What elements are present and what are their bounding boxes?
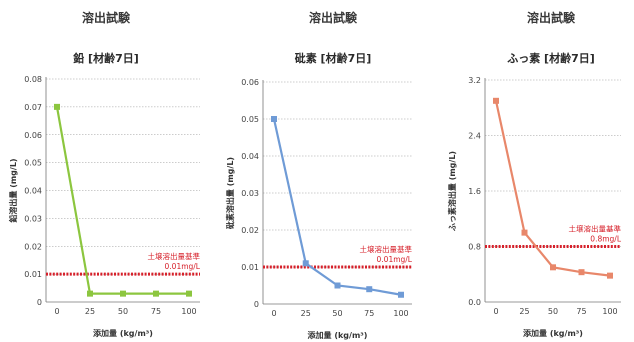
y-tick-label: 0.04 [24, 187, 42, 196]
y-tick-label: 0.04 [241, 152, 259, 161]
data-point [87, 290, 93, 297]
y-tick-label: 0.06 [241, 78, 259, 87]
data-point [521, 229, 528, 236]
y-axis-label: 砒素溶出量 (mg/L) [225, 157, 235, 229]
x-axis-label: 添加量 (kg/m³) [523, 328, 583, 338]
y-axis-label: 鉛溶出量 (mg/L) [8, 158, 18, 223]
x-tick-label: 50 [332, 309, 342, 318]
y-tick-label: 0.06 [24, 131, 42, 140]
y-tick-label: 0.05 [241, 115, 259, 124]
x-tick-label: 0 [54, 307, 59, 316]
x-tick-label: 25 [519, 307, 529, 316]
data-point [398, 291, 404, 298]
y-tick-label: 0.02 [24, 242, 42, 251]
y-tick-label: 3.2 [468, 76, 481, 85]
x-tick-label: 25 [301, 309, 311, 318]
x-axis-label: 添加量 (kg/m³) [308, 330, 368, 340]
y-tick-label: 0 [254, 300, 259, 309]
y-tick-label: 0.01 [24, 270, 42, 279]
y-axis-label: ふっ素溶出量 (mg/L) [447, 151, 457, 231]
y-tick-label: 0.8 [468, 243, 481, 252]
y-tick-label: 0.0 [468, 298, 481, 307]
y-tick-label: 0.05 [24, 159, 42, 168]
data-point [493, 97, 499, 104]
data-point [120, 290, 126, 297]
chart-subtitle: ふっ素 [材齢7日] [507, 51, 595, 65]
y-tick-label: 1.6 [468, 187, 481, 196]
chart-title: 溶出試験 [82, 10, 131, 25]
reference-value-label: 0.01mg/L [377, 255, 413, 264]
x-tick-label: 75 [151, 307, 161, 316]
data-point [153, 290, 159, 297]
series-line [494, 100, 611, 277]
data-point [550, 264, 556, 271]
y-tick-label: 0.01 [241, 263, 259, 272]
chart-panel-lead: 溶出試験鉛 [材齢7日] 0 0.01 0.02 0.03 0.04 0.05 0.06 0.0… [0, 0, 212, 342]
y-tick-label: 0 [37, 298, 42, 307]
chart-subtitle: 砒素 [材齢7日] [295, 51, 372, 65]
chart-title: 溶出試験 [309, 10, 358, 25]
reference-value-label: 0.01mg/L [165, 262, 201, 271]
reference-label: 土壌溶出量基準 [360, 244, 413, 254]
y-tick-label: 0.03 [241, 189, 259, 198]
data-point [54, 103, 60, 110]
data-point [334, 282, 341, 289]
data-point [366, 286, 373, 293]
chart-subtitle: 鉛 [材齢7日] [73, 51, 139, 65]
x-tick-label: 0 [271, 309, 276, 318]
data-point [607, 272, 613, 279]
data-point [302, 260, 309, 267]
x-tick-label: 100 [393, 309, 408, 318]
y-tick-label: 0.08 [24, 75, 42, 84]
data-point [186, 290, 192, 297]
y-tick-label: 0.02 [241, 226, 259, 235]
chart-panel-arsenic: 溶出試験砒素 [材齢7日] 0 0.01 0.02 0.03 0.04 0.05 0.06 0 2… [212, 0, 423, 342]
reference-label: 土壌溶出量基準 [148, 251, 201, 261]
x-tick-label: 75 [364, 309, 374, 318]
x-axis-label: 添加量 (kg/m³) [93, 328, 153, 338]
x-tick-label: 75 [576, 307, 586, 316]
x-tick-label: 50 [548, 307, 558, 316]
data-point [271, 116, 277, 122]
x-tick-label: 100 [602, 307, 617, 316]
x-tick-label: 100 [181, 307, 196, 316]
series-line [272, 118, 402, 296]
chart-panel-fluorine: 溶出試験ふっ素 [材齢7日] 0.0 0.8 1.6 2.4 3.2 0 25 50 75 100 添… [423, 0, 634, 342]
x-tick-label: 50 [118, 307, 128, 316]
x-tick-label: 0 [493, 307, 498, 316]
y-tick-label: 0.03 [24, 214, 42, 223]
y-tick-label: 2.4 [468, 132, 481, 141]
data-point [578, 269, 585, 276]
chart-title: 溶出試験 [527, 10, 576, 25]
x-tick-label: 25 [85, 307, 95, 316]
y-tick-label: 0.07 [24, 103, 42, 112]
reference-value-label: 0.8mg/L [590, 235, 622, 244]
reference-label: 土壌溶出量基準 [569, 224, 622, 234]
